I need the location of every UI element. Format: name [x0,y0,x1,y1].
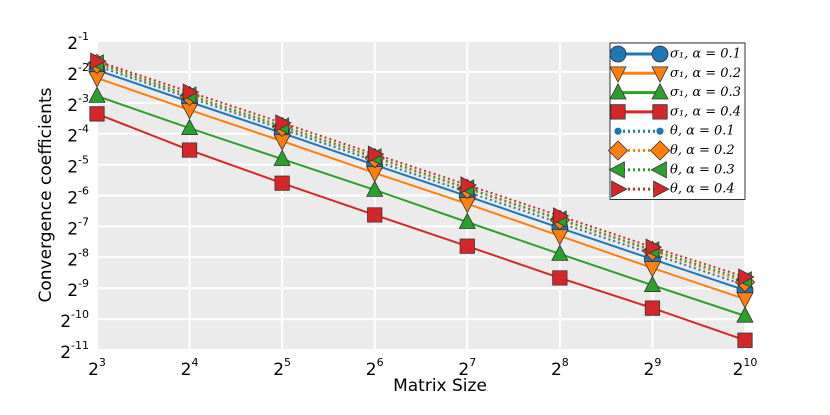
marker [552,270,568,286]
marker [609,82,627,100]
marker [551,244,569,261]
marker [553,207,570,225]
series-line [96,60,746,278]
legend-label: σ₁, α = 0.1 [670,47,741,62]
marker [610,104,626,120]
y-tick-label: 2-4 [67,123,89,147]
marker [737,332,753,348]
y-axis-label: Convergence coefficients [36,87,56,302]
marker [651,45,669,63]
marker [656,127,664,135]
legend-label: θ, α = 0.1 [670,124,735,139]
series-line [96,65,746,287]
series-line [96,112,746,342]
marker [273,149,291,166]
y-tick-label: 2-5 [67,154,89,178]
y-tick-label: 2-7 [67,215,89,239]
marker [651,82,669,100]
marker [607,140,629,161]
legend-label: σ₁, α = 0.4 [670,104,741,119]
y-tick-label: 2-1 [67,30,89,54]
marker [89,106,105,122]
legend-label: σ₁, α = 0.3 [670,85,741,100]
marker [652,104,668,120]
x-tick-label: 26 [366,356,384,380]
y-tick-label: 2-2 [67,61,89,85]
marker [366,180,384,197]
marker [609,45,627,63]
marker [367,145,385,163]
marker [275,114,292,132]
marker [460,176,477,194]
legend-label: θ, α = 0.2 [670,143,735,158]
y-tick-label: 2-11 [60,339,89,363]
marker [90,52,107,70]
series-line [96,95,746,317]
series-line [96,61,746,281]
marker [458,212,476,229]
x-tick-label: 28 [551,356,569,380]
marker [644,300,661,316]
y-tick-label: 2-3 [67,92,89,116]
marker [182,83,200,101]
marker [643,275,662,292]
marker [274,175,290,191]
series-line [96,69,746,292]
legend-box [609,42,746,200]
legend-label: θ, α = 0.3 [670,162,735,177]
marker [738,268,755,286]
marker [649,140,671,161]
legend-label: σ₁, α = 0.2 [670,66,741,81]
legend-label: θ, α = 0.4 [670,182,735,197]
marker [181,142,198,158]
marker [367,207,383,223]
marker [643,261,662,278]
marker [736,292,754,309]
x-tick-label: 29 [644,356,662,380]
y-tick-label: 2-8 [67,246,89,270]
marker [459,238,475,254]
x-tick-label: 27 [458,356,476,380]
marker [180,118,199,136]
marker [650,161,667,179]
x-tick-label: 210 [733,356,758,380]
x-tick-label: 23 [88,356,106,380]
x-tick-label: 24 [181,356,199,380]
marker [614,127,622,135]
y-tick-label: 2-6 [67,185,89,209]
marker [611,180,628,198]
series-line [96,77,746,301]
marker [609,66,627,83]
marker [653,180,670,198]
x-axis-label: Matrix Size [393,376,487,396]
y-tick-label: 2-10 [60,308,89,332]
marker [88,86,106,103]
marker [645,238,663,256]
x-tick-label: 25 [273,356,291,380]
y-tick-label: 2-9 [67,277,89,301]
marker [736,306,754,323]
marker [651,66,669,83]
marker [608,161,625,179]
